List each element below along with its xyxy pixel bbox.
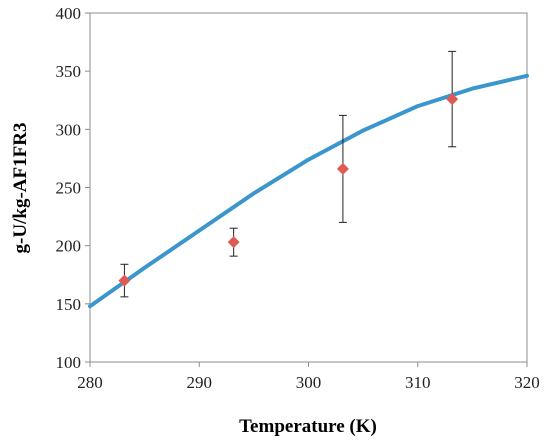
x-tick-label: 280 — [77, 373, 103, 392]
x-tick-label: 290 — [187, 373, 213, 392]
y-axis: 100 150 200 250 300 350 400 — [56, 4, 90, 372]
x-tick-label: 300 — [296, 373, 322, 392]
series-layer — [88, 50, 529, 309]
y-tick-label: 250 — [56, 179, 82, 198]
y-tick-label: 200 — [56, 237, 82, 256]
y-axis-title: g-U/kg-AF1FR3 — [10, 123, 31, 254]
data-point — [336, 162, 349, 175]
x-tick-label: 320 — [514, 373, 540, 392]
fit-curve — [88, 73, 529, 309]
data-point — [118, 274, 131, 287]
x-axis: 280 290 300 310 320 — [77, 362, 540, 392]
y-tick-label: 100 — [56, 353, 82, 372]
data-point — [446, 93, 459, 106]
plot-area — [89, 12, 528, 363]
data-point — [227, 236, 240, 249]
y-tick-label: 300 — [56, 120, 82, 139]
x-axis-title: Temperature (K) — [239, 416, 377, 437]
y-tick-label: 350 — [56, 62, 82, 81]
x-tick-label: 310 — [405, 373, 431, 392]
y-tick-label: 150 — [56, 295, 82, 314]
y-tick-label: 400 — [56, 4, 82, 23]
